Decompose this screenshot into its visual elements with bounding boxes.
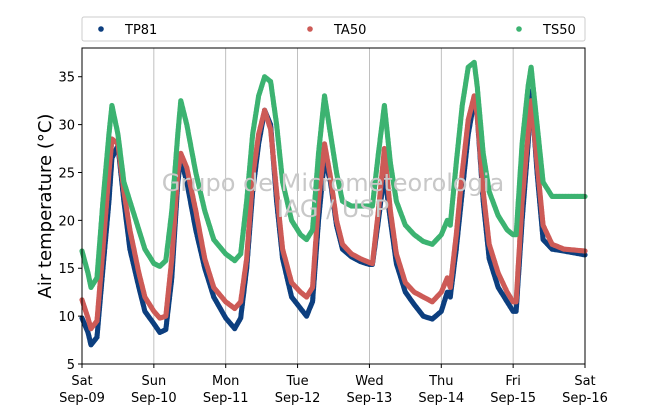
legend-marker-ta50 [307, 26, 313, 32]
x-tick-label-date: Sep-09 [59, 391, 105, 406]
x-tick-label-day: Tue [285, 374, 308, 389]
x-axis: Sat Sep-09 Sun Sep-10 Mon Sep-11 Tue Sep-12 Wed S… [59, 364, 608, 406]
x-tick-label-date: Sep-10 [131, 391, 177, 406]
y-tick-label: 35 [58, 71, 75, 86]
x-tick-label-date: Sep-14 [418, 391, 464, 406]
x-tick-label-day: Fri [505, 374, 521, 389]
y-axis-title: Air temperature (°C) [35, 114, 56, 299]
x-tick-label-day: Wed [355, 374, 383, 389]
x-tick-label-date: Sep-13 [347, 391, 393, 406]
x-tick-label-date: Sep-12 [275, 391, 321, 406]
x-tick-label-day: Sat [574, 374, 595, 389]
watermark-line-2: IAG / USP [277, 195, 389, 223]
y-tick-label: 20 [58, 214, 75, 229]
legend-marker-tp81 [98, 26, 104, 32]
y-tick-label: 30 [58, 119, 75, 134]
legend-label-ta50: TA50 [333, 23, 366, 38]
x-tick-label-day: Sun [141, 374, 166, 389]
series-markers [79, 59, 588, 348]
x-tick-label-day: Thu [428, 374, 453, 389]
legend: TP81 TA50 TS50 [81, 16, 586, 42]
y-tick-label: 5 [67, 358, 75, 373]
x-tick-label-date: Sep-16 [562, 391, 608, 406]
y-tick-label: 15 [58, 262, 75, 277]
watermark-line-1: Grupo de Micrometeorologia [162, 169, 504, 197]
x-tick-label-day: Mon [212, 374, 239, 389]
y-tick-label: 10 [58, 310, 75, 325]
x-tick-label-date: Sep-15 [490, 391, 536, 406]
legend-label-tp81: TP81 [124, 23, 157, 38]
y-axis: 5 10 15 20 25 30 35 [58, 71, 82, 373]
series-ts50 [79, 59, 588, 290]
legend-label-ts50: TS50 [542, 23, 576, 38]
y-tick-label: 25 [58, 166, 75, 181]
legend-marker-ts50 [516, 26, 522, 32]
x-tick-label-day: Sat [71, 374, 92, 389]
x-tick-label-date: Sep-11 [203, 391, 249, 406]
